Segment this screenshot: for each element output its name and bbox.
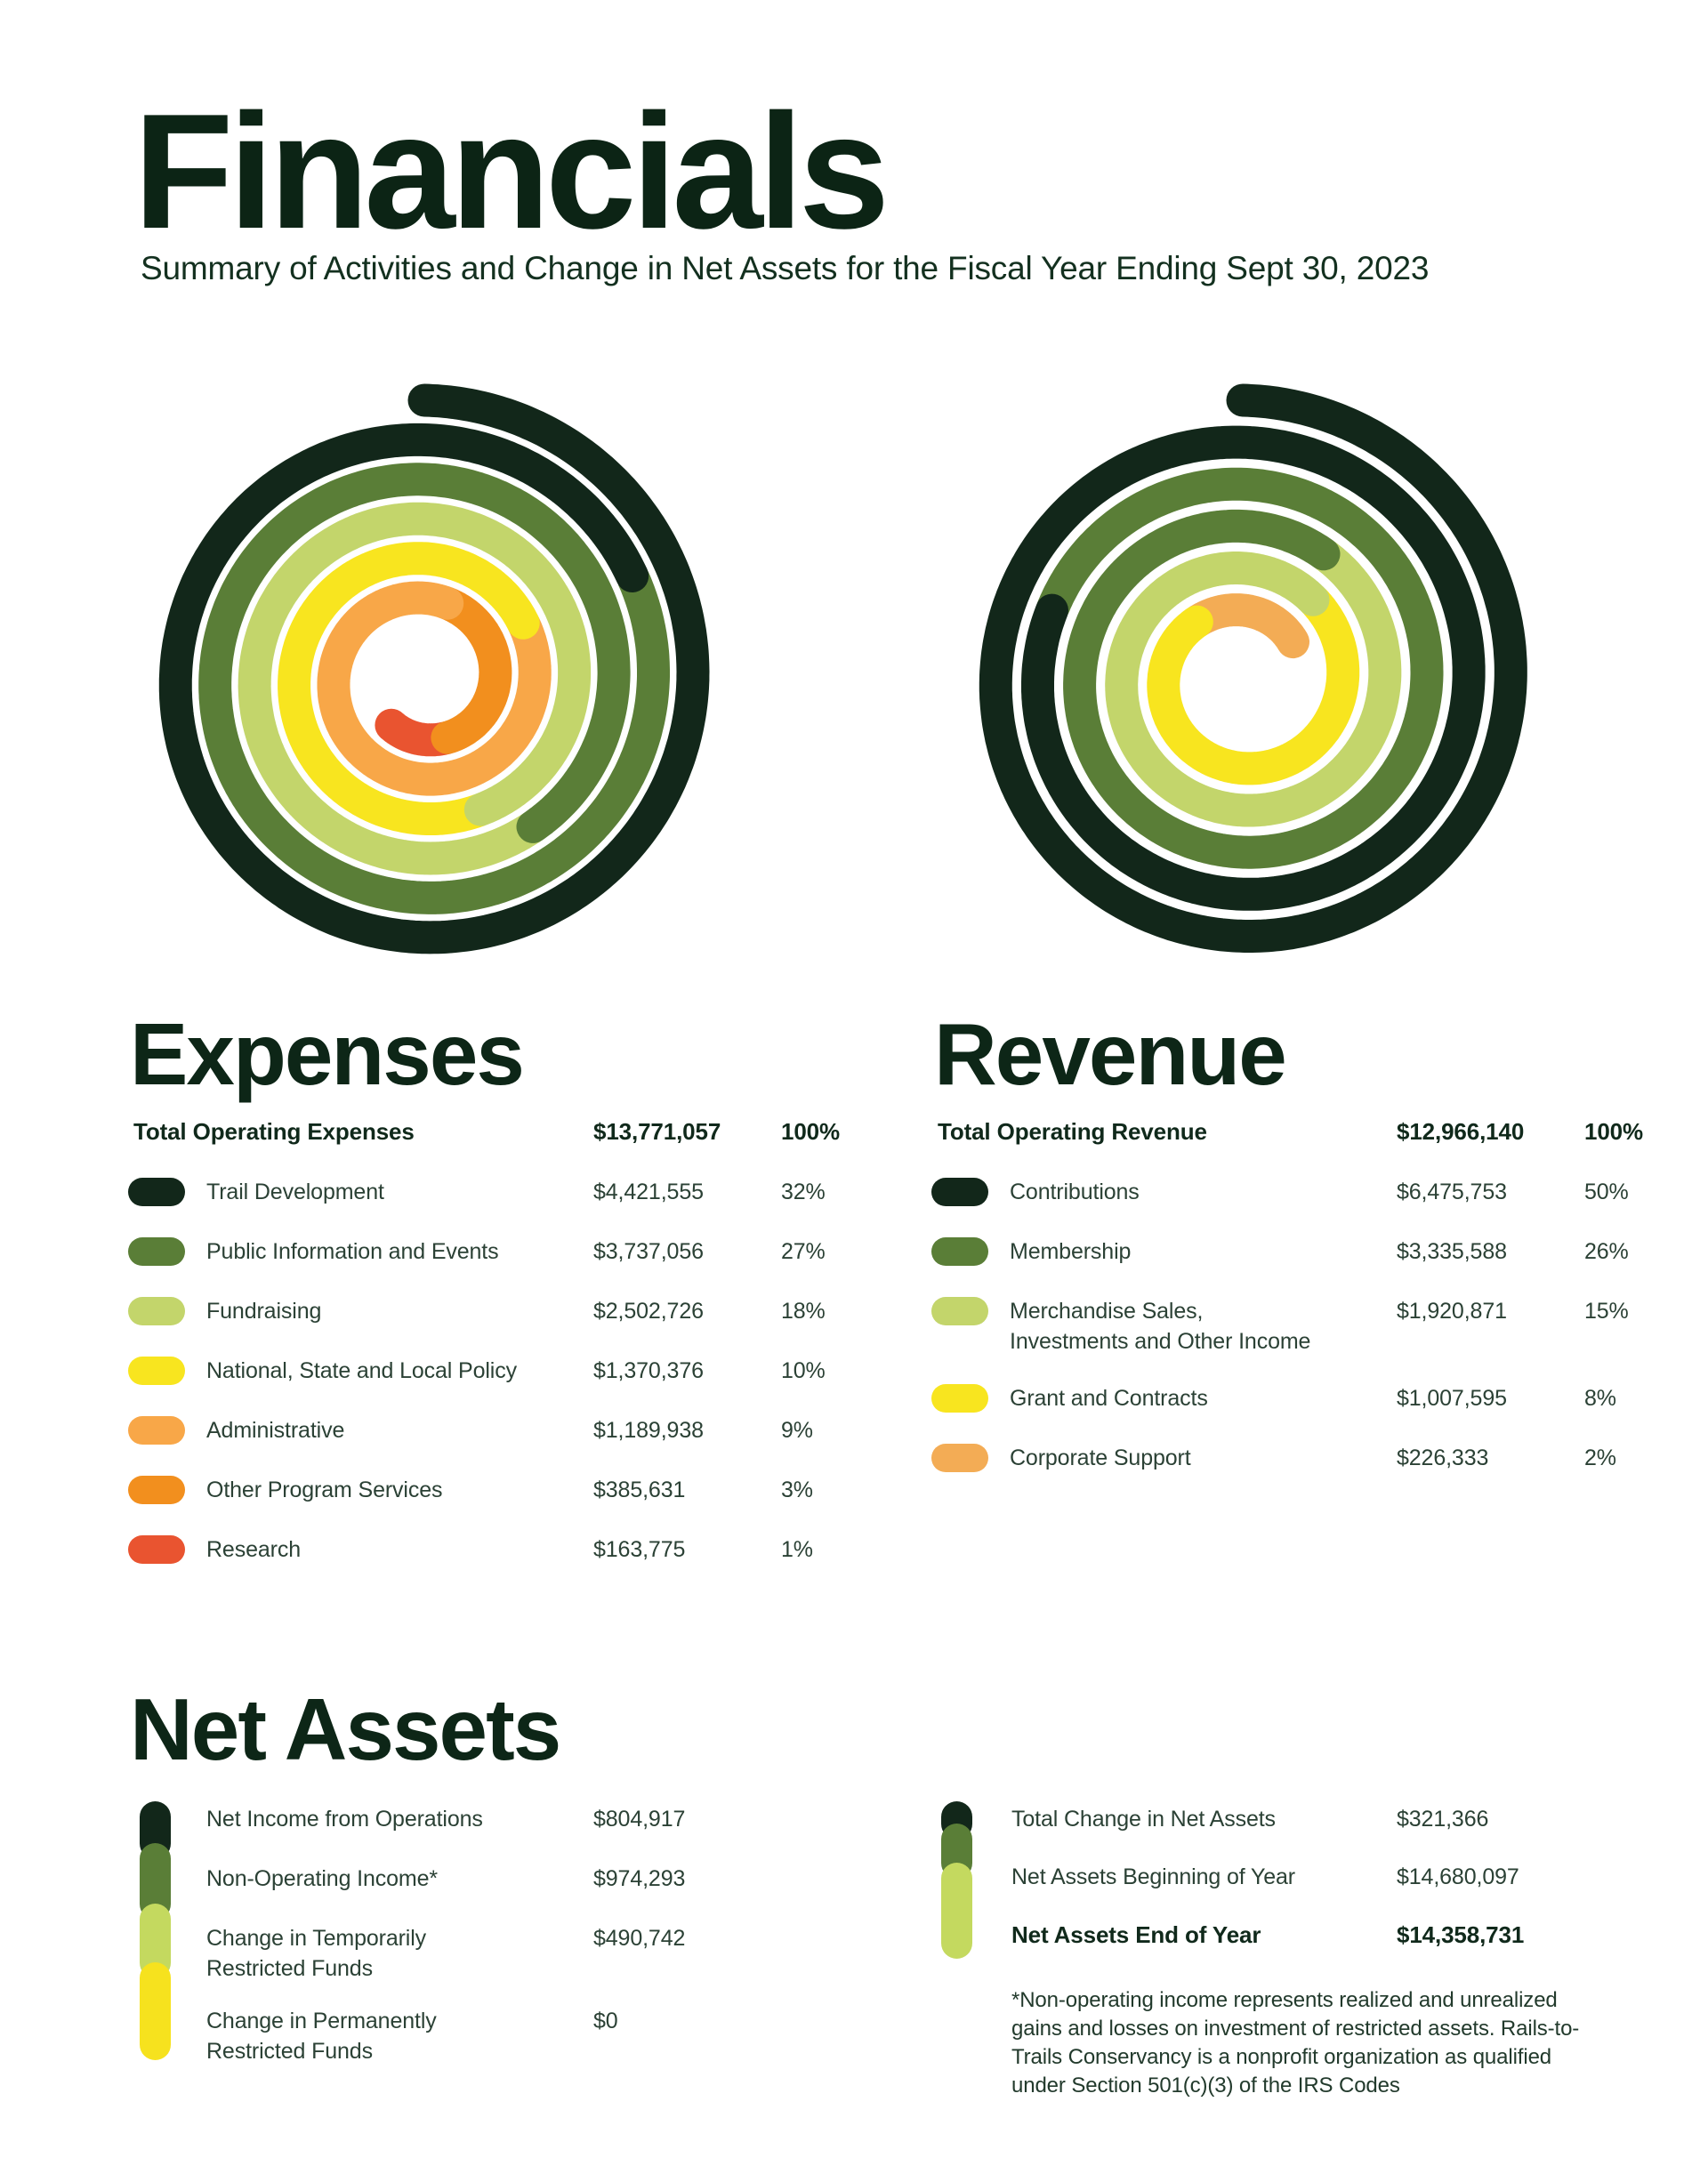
net-assets-left-row-label-line2: Restricted Funds (206, 1956, 373, 1981)
spiral-segment-5 (431, 587, 512, 754)
net-assets-left-row-label-line2: Restricted Funds (206, 2039, 373, 2064)
spiral-segment-2 (1105, 538, 1402, 827)
net-assets-right-row-value: $321,366 (1397, 1807, 1489, 1832)
expense-total-value: $13,771,057 (593, 1118, 721, 1145)
net-assets-left-row-value: $974,293 (593, 1866, 686, 1891)
expense-row-pct: 1% (781, 1537, 813, 1562)
revenue-heading: Revenue (934, 1005, 1287, 1103)
expense-row-value: $163,775 (593, 1537, 686, 1562)
expense-row-pct: 3% (781, 1478, 813, 1502)
revenue-total-value: $12,966,140 (1397, 1118, 1525, 1145)
revenue-row-pct: 15% (1584, 1299, 1629, 1324)
net-assets-left-row-label: Change in Permanently Restricted Funds (206, 2006, 437, 2066)
revenue-row-swatch (931, 1384, 988, 1413)
revenue-row-pct: 50% (1584, 1180, 1629, 1204)
net-assets-left-row-label: Change in Temporarily Restricted Funds (206, 1923, 426, 1984)
expense-row-swatch (128, 1237, 185, 1266)
expense-row-label: Trail Development (206, 1180, 384, 1204)
expense-row-value: $4,421,555 (593, 1180, 704, 1204)
expense-row-pct: 32% (781, 1180, 826, 1204)
net-assets-left-row-label: Net Income from Operations (206, 1807, 483, 1832)
expense-row-value: $2,502,726 (593, 1299, 704, 1324)
spiral-segment-0 (158, 383, 710, 954)
expense-row-label: National, State and Local Policy (206, 1358, 517, 1383)
revenue-row-label: Grant and Contracts (1010, 1386, 1208, 1411)
net-assets-heading: Net Assets (130, 1680, 561, 1778)
revenue-row-label-line2: Investments and Other Income (1010, 1329, 1311, 1354)
net-assets-left-row-value: $490,742 (593, 1926, 686, 1951)
net-assets-left-row-value: $0 (593, 2009, 618, 2033)
expense-row-pct: 9% (781, 1418, 813, 1443)
net-assets-footnote: *Non-operating income represents realize… (1011, 1988, 1580, 2098)
revenue-row-swatch (931, 1444, 988, 1472)
revenue-row-swatch (931, 1297, 988, 1325)
expense-row-label: Research (206, 1537, 301, 1562)
revenue-row-pct: 2% (1584, 1445, 1616, 1470)
expense-row-swatch (128, 1416, 185, 1445)
revenue-total-pct: 100% (1584, 1118, 1643, 1145)
revenue-row-swatch (931, 1237, 988, 1266)
expense-row-swatch (128, 1535, 185, 1564)
spiral-segment-2 (238, 502, 592, 875)
expense-row-pct: 27% (781, 1239, 826, 1264)
expense-row-value: $1,189,938 (593, 1418, 704, 1443)
revenue-row-label: Corporate Support (1010, 1445, 1191, 1470)
net-assets-right-row-value: $14,680,097 (1397, 1864, 1519, 1889)
revenue-total-label: Total Operating Revenue (938, 1118, 1207, 1145)
page-subtitle: Summary of Activities and Change in Net … (141, 250, 1430, 286)
revenue-row-value: $6,475,753 (1397, 1180, 1507, 1204)
revenue-row-label: Contributions (1010, 1180, 1140, 1204)
revenue-spiral-chart (979, 383, 1527, 953)
revenue-row-swatch (931, 1178, 988, 1206)
net-assets-right-row-value: $14,358,731 (1397, 1921, 1525, 1948)
expense-row-pct: 18% (781, 1299, 826, 1324)
expense-row-label: Public Information and Events (206, 1239, 499, 1264)
net-assets-right-row-label: Net Assets End of Year (1011, 1921, 1261, 1948)
expenses-heading: Expenses (130, 1005, 525, 1103)
net-assets-left-row-value: $804,917 (593, 1807, 686, 1832)
expense-row-swatch (128, 1357, 185, 1385)
expenses-spiral-chart (158, 383, 710, 954)
revenue-row-value: $3,335,588 (1397, 1239, 1507, 1264)
revenue-row-value: $1,007,595 (1397, 1386, 1507, 1411)
expense-row-value: $1,370,376 (593, 1358, 704, 1383)
expense-total-label: Total Operating Expenses (133, 1118, 415, 1145)
spiral-segment-4 (1180, 593, 1309, 659)
spiral-segment-3 (278, 542, 540, 835)
spiral-segment-1 (198, 463, 670, 914)
expense-row-label: Administrative (206, 1418, 345, 1443)
net-assets-right-bar-segment (941, 1863, 972, 1959)
expense-row-pct: 10% (781, 1358, 826, 1383)
net-assets-right-row-label: Total Change in Net Assets (1011, 1807, 1276, 1832)
expense-row-swatch (128, 1476, 185, 1504)
spiral-segment-4 (317, 581, 552, 796)
revenue-row-value: $226,333 (1397, 1445, 1489, 1470)
expense-row-swatch (128, 1297, 185, 1325)
expense-total-pct: 100% (781, 1118, 840, 1145)
expense-row-value: $3,737,056 (593, 1239, 704, 1264)
expense-row-label: Fundraising (206, 1299, 322, 1324)
net-assets-left-bar-segment (140, 1962, 171, 2060)
spiral-segment-0 (979, 383, 1527, 953)
net-assets-right-row-label: Net Assets Beginning of Year (1011, 1864, 1295, 1889)
revenue-row-pct: 26% (1584, 1239, 1629, 1264)
spiral-segment-1 (1036, 467, 1444, 869)
revenue-row-value: $1,920,871 (1397, 1299, 1507, 1324)
spiral-segment-3 (1147, 584, 1360, 785)
revenue-row-label: Membership (1010, 1239, 1132, 1264)
net-assets-left-row-label: Non-Operating Income* (206, 1866, 439, 1891)
expense-row-value: $385,631 (593, 1478, 686, 1502)
revenue-row-pct: 8% (1584, 1386, 1616, 1411)
expense-row-swatch (128, 1178, 185, 1206)
page-title: Financials (133, 79, 890, 262)
revenue-row-label: Merchandise Sales, Investments and Other … (1010, 1296, 1310, 1357)
expense-row-label: Other Program Services (206, 1478, 443, 1502)
